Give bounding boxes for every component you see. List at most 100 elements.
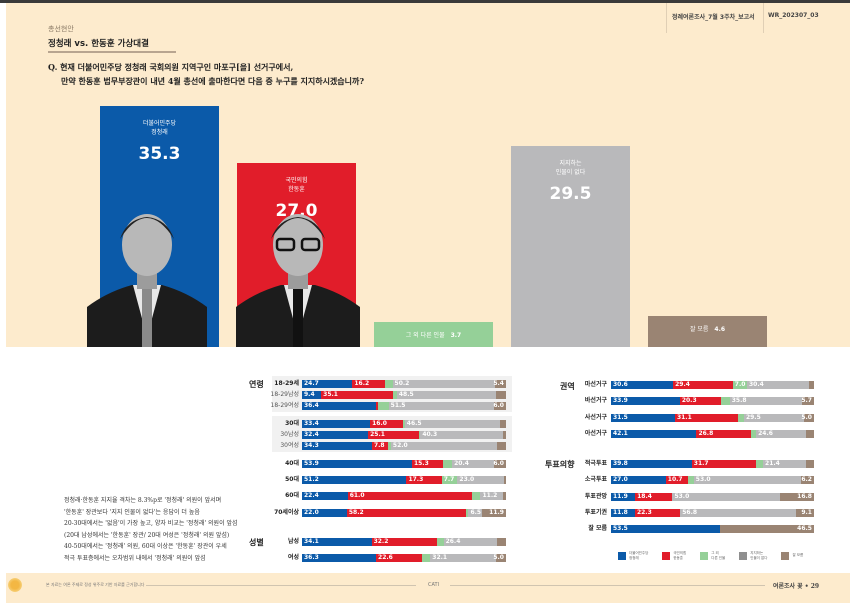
bar-segment: 32.1 — [430, 554, 496, 562]
bar-value-label: 4.6 — [714, 326, 726, 333]
segment-value-label: 29.4 — [675, 381, 690, 388]
bar-segment: 46.5 — [719, 525, 814, 533]
page-title: 정청래 vs. 한동훈 가상대결 — [48, 39, 149, 49]
row-label: 투표기권 — [584, 509, 607, 516]
row-label: 60대 — [285, 492, 299, 499]
bar-segment: 7.7 — [441, 476, 458, 484]
summary-notes: 정청래·한동훈 지지율 격차는 8.3%p로 '정청래' 의원이 앞서며 '한동… — [64, 495, 238, 564]
bar-segment: 50.2 — [392, 380, 495, 388]
segment-value-label: 11.9 — [489, 509, 504, 516]
segment-value-label: 35.1 — [323, 391, 338, 398]
stacked-bar: 22.0 58.2 6.5 11.9 — [302, 509, 506, 517]
bar-segment: 24.6 — [756, 430, 807, 438]
sun-logo-icon — [8, 578, 22, 592]
segment-value-label: 30.6 — [613, 381, 628, 388]
bar-segment — [376, 402, 379, 410]
legend-item: 그 외 다른 인물 — [700, 551, 725, 560]
legend-swatch — [781, 551, 790, 560]
candidate-photo — [87, 214, 207, 347]
bar-value-label: 35.3 — [138, 144, 181, 164]
bar-segment — [502, 431, 506, 439]
bar-segment: 51.5 — [388, 402, 494, 410]
row-label: 잘 모름 — [588, 525, 607, 532]
bar-segment — [687, 476, 694, 484]
segment-value-label: 39.8 — [613, 460, 628, 467]
stacked-bar: 33.9 20.3 35.8 5.7 — [611, 397, 814, 405]
bar-segment: 11.2 — [480, 492, 504, 500]
bar-segment: 53.9 — [302, 460, 412, 468]
row-label: 바선거구 — [584, 397, 607, 404]
row-label: 아선거구 — [584, 430, 607, 437]
segment-value-label: 17.3 — [408, 476, 424, 483]
segment-value-label: 11.2 — [482, 492, 498, 499]
legend-label: 다른 인물 — [711, 555, 726, 560]
segment-value-label: 34.1 — [304, 538, 319, 545]
bar-label: 지지하는 인물이 없다 — [555, 160, 586, 176]
bar-segment: 17.3 — [406, 476, 442, 484]
bar-segment: 11.8 — [611, 509, 635, 517]
stacked-bar: 53.5 46.5 — [611, 525, 814, 533]
candidate-photo — [236, 214, 360, 347]
survey-question: Q. 현재 더불어민주당 정청래 국회의원 지역구인 마포구[을] 선거구에서,… — [48, 60, 364, 88]
bar-segment — [392, 391, 397, 399]
bar-segment: 36.3 — [302, 554, 377, 562]
segment-value-label: 61.0 — [349, 492, 365, 499]
legend-swatch — [739, 551, 748, 560]
bar-value-label: 3.7 — [450, 332, 462, 339]
segment-value-label: 31.5 — [613, 414, 628, 421]
segment-value-label: 10.7 — [667, 476, 683, 483]
bar-label: 더불어민주당 정청래 — [142, 120, 177, 136]
bar-value-label: 27.0 — [275, 201, 318, 221]
legend-label: 인물이 없다 — [750, 555, 768, 560]
row-label: 18-29여성 — [270, 402, 299, 409]
stacked-bar: 42.1 26.8 24.6 — [611, 430, 814, 438]
note-line: 정청래·한동훈 지지율 격차는 8.3%p로 '정청래' 의원이 앞서며 — [64, 497, 222, 504]
segment-value-label: 26.8 — [698, 430, 714, 437]
bar-segment: 23.0 — [457, 476, 505, 484]
row-label: 70세이상 — [274, 509, 299, 516]
bar-segment — [756, 460, 764, 468]
segment-value-label: 16.2 — [354, 380, 370, 387]
bar-segment: 53.0 — [693, 476, 802, 484]
bar-segment: 22.4 — [302, 492, 348, 500]
bar-segment: 36.4 — [302, 402, 377, 410]
footer-disclaimer: 본 자료는 여론 주제로 정성 위주로 기반 자료를 근거합니다 — [46, 582, 145, 587]
segment-value-label: 36.4 — [304, 402, 319, 409]
row-label: 18-29세 — [274, 380, 299, 387]
segment-value-label: 11.9 — [613, 493, 628, 500]
bar-segment: 61.0 — [347, 492, 473, 500]
segment-value-label: 32.2 — [373, 538, 389, 545]
bar-segment: 46.5 — [404, 420, 500, 428]
stacked-bar: 27.0 10.7 53.0 6.2 — [611, 476, 814, 484]
bar-segment — [422, 554, 431, 562]
bar-segment: 26.8 — [696, 430, 751, 438]
segment-value-label: 42.1 — [613, 430, 628, 437]
segment-value-label: 46.5 — [797, 525, 812, 532]
segment-value-label: 26.4 — [445, 538, 461, 545]
bar-segment: 35.8 — [729, 397, 803, 405]
bar-segment: 29.4 — [673, 381, 733, 389]
bar-segment — [465, 509, 469, 517]
bar-segment: 6.5 — [468, 509, 482, 517]
bar-segment: 24.7 — [302, 380, 353, 388]
row-label: 30대 — [285, 420, 299, 427]
bar-segment: 53.0 — [672, 493, 780, 501]
question-line-1: Q. 현재 더불어민주당 정청래 국회의원 지역구인 마포구[을] 선거구에서, — [48, 62, 294, 72]
bar-segment: 5.7 — [801, 397, 814, 405]
row-label: 마선거구 — [584, 381, 607, 388]
bar-segment: 7.8 — [371, 442, 388, 450]
category-label-sex: 성별 — [249, 538, 264, 547]
segment-value-label: 23.0 — [459, 476, 475, 483]
bar-segment — [443, 460, 453, 468]
segment-value-label: 33.9 — [613, 397, 628, 404]
bar-segment: 25.1 — [368, 431, 420, 439]
segment-value-label: 53.5 — [613, 525, 628, 532]
bar-segment: 32.4 — [302, 431, 369, 439]
bar-segment — [402, 420, 405, 428]
row-label: 여성 — [287, 554, 299, 561]
segment-value-label: 27.0 — [613, 476, 628, 483]
row-label: 남성 — [287, 538, 299, 545]
bar-segment: 27.0 — [611, 476, 666, 484]
segment-value-label: 52.0 — [392, 442, 408, 449]
bar-segment — [721, 397, 730, 405]
